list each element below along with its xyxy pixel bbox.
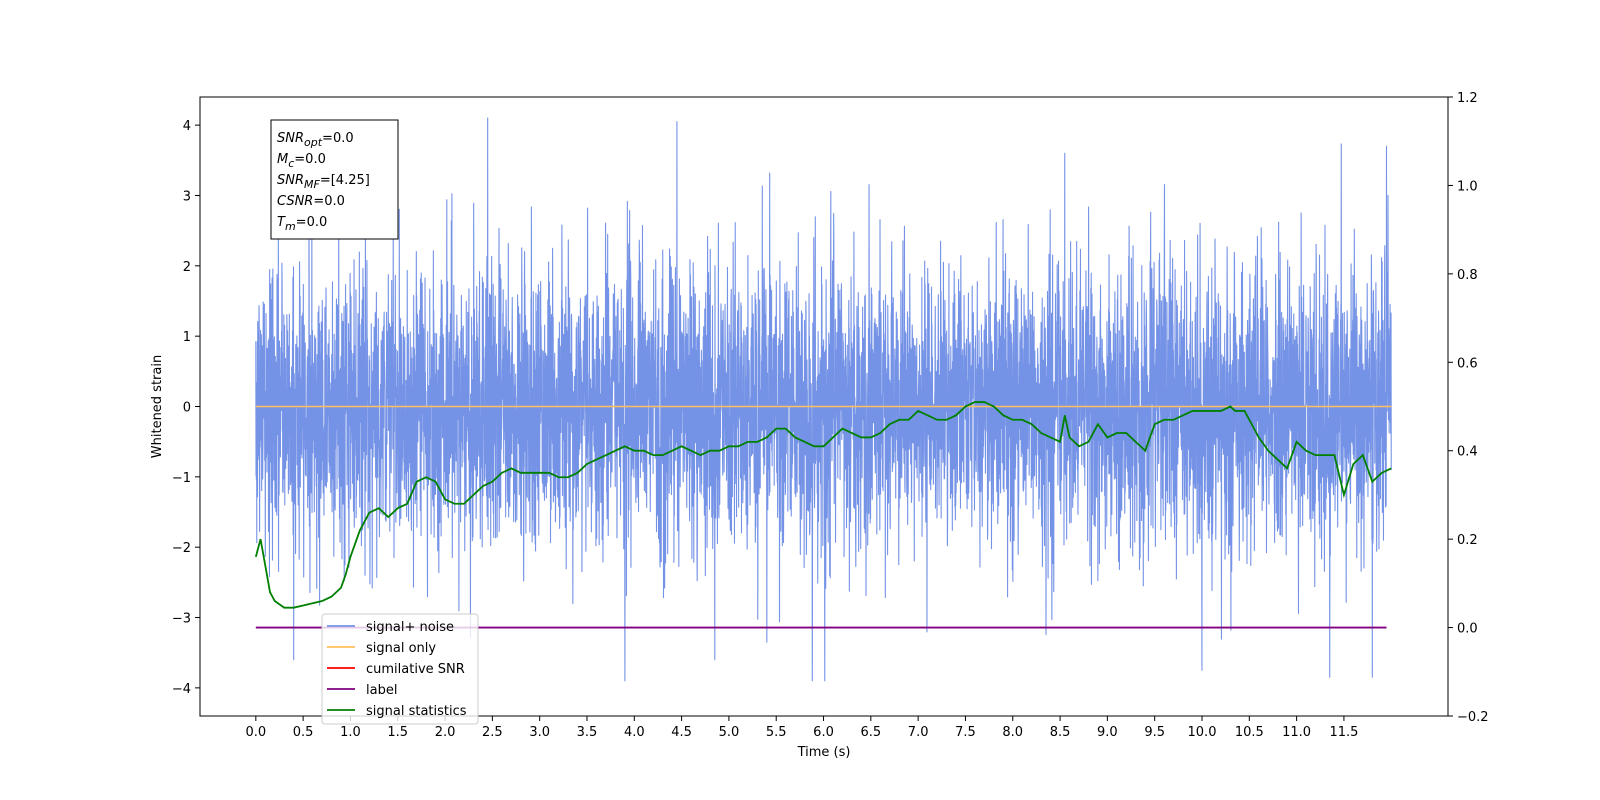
x-tick-label: 11.0: [1282, 725, 1311, 740]
x-tick-label: 4.0: [624, 725, 645, 740]
x-tick-label: 4.5: [671, 725, 692, 740]
x-tick-label: 1.5: [387, 725, 408, 740]
y-tick-label: 2: [183, 260, 191, 275]
y2-tick-label: 0.0: [1457, 622, 1478, 637]
legend-label: label: [366, 683, 397, 698]
y2-tick-label: 0.2: [1457, 533, 1478, 548]
x-tick-label: 5.0: [719, 725, 740, 740]
x-tick-label: 11.5: [1329, 725, 1358, 740]
legend-label: signal+ noise: [366, 620, 454, 635]
y-axis-left: 4 3 2 1 0 −1 −2 −3 −4: [172, 119, 200, 697]
x-tick-label: 2.0: [435, 725, 456, 740]
x-tick-label: 3.5: [577, 725, 598, 740]
x-axis: 0.0 0.5 1.0 1.5 2.0 2.5 3.0 3.5 4.0 4.5 5.0 5.5 6.0 6…: [245, 716, 1358, 740]
series-signal-noise-line: [255, 117, 1392, 682]
y-tick-label: −3: [172, 612, 191, 627]
y-tick-label: 1: [183, 330, 191, 345]
y-tick-label: 4: [183, 119, 191, 134]
legend: signal+ noise signal only cumilative SNR la…: [321, 613, 479, 725]
x-tick-label: 7.5: [955, 725, 976, 740]
y-tick-label: −1: [172, 471, 191, 486]
y2-tick-label: 1.2: [1457, 91, 1478, 106]
plot-area: [254, 117, 1392, 682]
legend-frame: [321, 613, 479, 725]
annotation-frame: [270, 119, 399, 240]
series-signal-statistics-line: [254, 401, 1392, 609]
x-tick-label: 3.0: [529, 725, 550, 740]
legend-label: signal statistics: [366, 704, 467, 719]
y2-tick-label: 0.6: [1457, 356, 1478, 371]
x-tick-label: 8.5: [1050, 725, 1071, 740]
y2-tick-label: 0.4: [1457, 445, 1478, 460]
x-tick-label: 1.0: [340, 725, 361, 740]
y-tick-label: 0: [183, 401, 191, 416]
annotation-line: SNRopt=0.0: [277, 131, 354, 149]
x-tick-label: 10.0: [1188, 725, 1217, 740]
annotation-line: SNRMF=[4.25]: [277, 173, 370, 191]
y-tick-label: 3: [183, 189, 191, 204]
y-axis-right: 1.2 1.0 0.8 0.6 0.4 0.2 0.0 −0.2: [1448, 91, 1489, 725]
x-axis-label: Time (s): [797, 745, 851, 760]
x-tick-label: 5.5: [766, 725, 787, 740]
y-tick-label: −4: [172, 682, 191, 697]
x-tick-label: 7.0: [908, 725, 929, 740]
legend-label: signal only: [366, 641, 436, 656]
x-tick-label: 8.0: [1002, 725, 1023, 740]
x-tick-label: 0.0: [245, 725, 266, 740]
y-tick-label: −2: [172, 541, 191, 556]
annotation-box: SNRopt=0.0 Mc=0.0 SNRMF=[4.25] CSNR=0.0 Tm=0…: [270, 119, 399, 240]
annotation-line: Mc=0.0: [277, 152, 326, 170]
x-tick-label: 0.5: [293, 725, 314, 740]
x-tick-label: 2.5: [482, 725, 503, 740]
y2-tick-label: 0.8: [1457, 268, 1478, 283]
legend-label: cumilative SNR: [366, 662, 465, 677]
y2-tick-label: 1.0: [1457, 179, 1478, 194]
annotation-line: CSNR=0.0: [277, 194, 345, 209]
y2-tick-label: −0.2: [1457, 710, 1489, 725]
x-tick-label: 10.5: [1235, 725, 1264, 740]
x-tick-label: 9.5: [1144, 725, 1165, 740]
annotation-line: Tm=0.0: [277, 215, 327, 233]
y-axis-label: Whitened strain: [150, 355, 165, 458]
x-tick-label: 9.0: [1097, 725, 1118, 740]
x-tick-label: 6.5: [860, 725, 881, 740]
x-tick-label: 6.0: [813, 725, 834, 740]
